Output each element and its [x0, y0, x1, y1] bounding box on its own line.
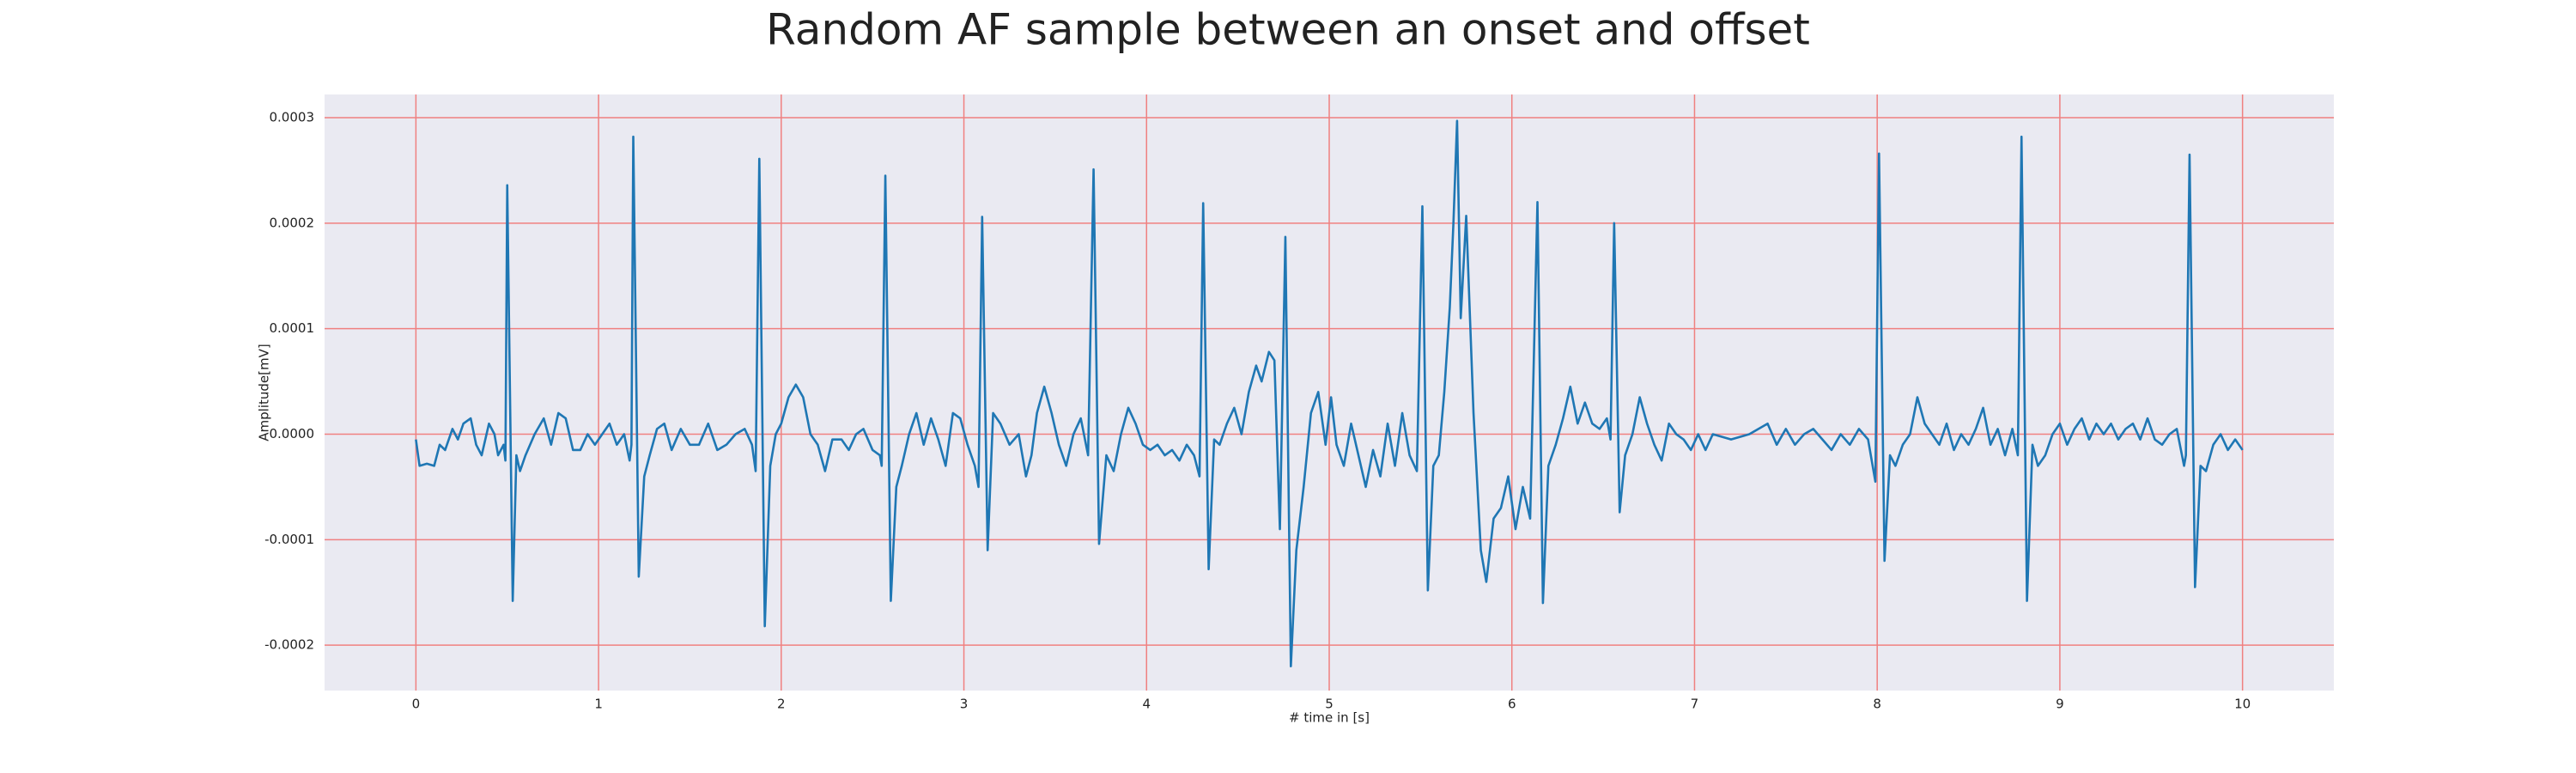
- x-tick-label: 1: [594, 697, 603, 712]
- x-tick-label: 5: [1325, 697, 1334, 712]
- x-tick-label: 3: [960, 697, 969, 712]
- chart-title: Random AF sample between an onset and of…: [766, 5, 1810, 55]
- y-tick-label: 0.0000: [270, 426, 315, 441]
- x-tick-label: 0: [412, 697, 421, 712]
- signal-line: [415, 119, 2244, 668]
- x-tick-label: 8: [1873, 697, 1881, 712]
- y-tick-label: 0.0003: [270, 110, 315, 125]
- x-tick-label: 4: [1142, 697, 1151, 712]
- x-tick-label: 6: [1508, 697, 1516, 712]
- x-tick-label: 10: [2234, 697, 2251, 712]
- y-tick-label: 0.0002: [270, 215, 315, 230]
- x-tick-label: 2: [777, 697, 786, 712]
- y-axis-label: Amplitude[mV]: [257, 344, 272, 441]
- x-tick-label: 7: [1691, 697, 1699, 712]
- x-axis-label: # time in [s]: [1289, 710, 1370, 726]
- x-tick-label: 9: [2056, 697, 2064, 712]
- y-tick-label: 0.0001: [270, 320, 315, 336]
- y-tick-label: -0.0002: [264, 637, 314, 653]
- y-tick-label: -0.0001: [264, 532, 314, 547]
